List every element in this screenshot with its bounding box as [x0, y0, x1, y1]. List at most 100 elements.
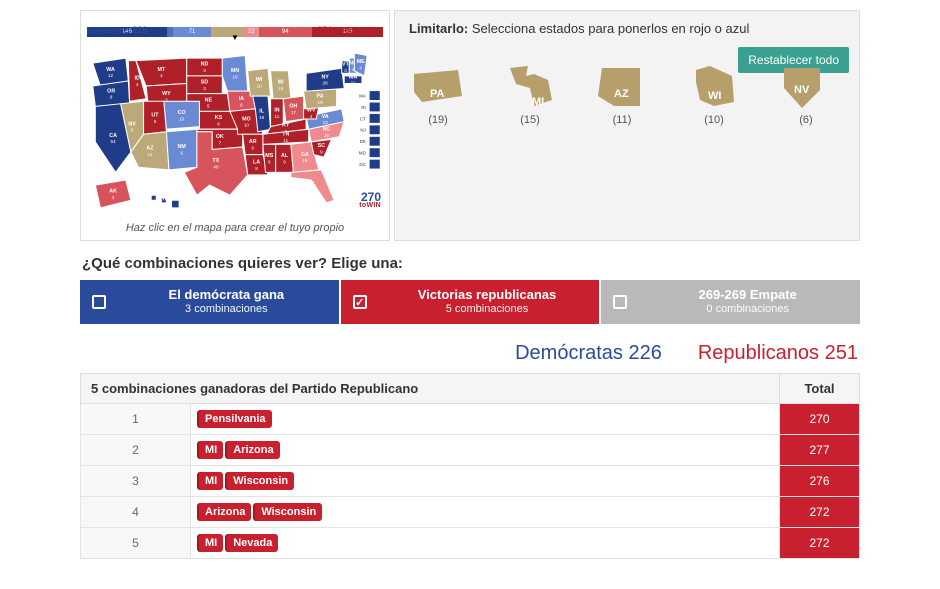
- svg-text:3: 3: [203, 86, 206, 91]
- table-row: 3MIWisconsin276: [81, 466, 860, 497]
- svg-text:10: 10: [179, 116, 185, 121]
- svg-text:6: 6: [217, 121, 220, 126]
- ev-bar-segment: 94: [259, 27, 312, 37]
- bar-label-rep: 251 Republicanos: [317, 25, 383, 35]
- svg-text:6: 6: [131, 128, 134, 133]
- map-state-mi[interactable]: MI15: [271, 71, 291, 99]
- tab-text: El demócrata gana3 combinaciones: [118, 287, 335, 317]
- map-sidebox-ma[interactable]: [370, 91, 380, 100]
- svg-text:54: 54: [111, 139, 117, 144]
- svg-text:SD: SD: [201, 79, 209, 85]
- svg-text:40: 40: [213, 165, 219, 170]
- map-state-sd[interactable]: SD3: [187, 76, 223, 94]
- svg-text:DE: DE: [360, 139, 366, 144]
- svg-text:ND: ND: [201, 62, 209, 68]
- limit-state-nv[interactable]: NV(6): [777, 66, 835, 126]
- map-state-nm[interactable]: NM5: [166, 129, 196, 170]
- tab-1[interactable]: Victorias republicanas5 combinaciones: [341, 280, 600, 324]
- tab-2[interactable]: 269-269 Empate0 combinaciones: [601, 280, 860, 324]
- svg-text:AR: AR: [249, 139, 257, 145]
- limit-state-mi[interactable]: MI(15): [501, 66, 559, 126]
- state-grid: PA (19) MI(15) AZ(11) WI(10) NV(6): [409, 66, 845, 126]
- svg-text:CT: CT: [360, 116, 366, 121]
- tab-sub: 0 combinaciones: [639, 303, 856, 317]
- map-panel: Demócratas 226 251 Republicanos ▼ 146712…: [80, 10, 390, 241]
- svg-text:OR: OR: [107, 88, 115, 94]
- svg-text:17: 17: [291, 110, 297, 115]
- map-state-mt[interactable]: MT4: [136, 58, 187, 86]
- map-state-ny[interactable]: NY28: [306, 68, 344, 91]
- state-abbr: WI: [708, 90, 721, 102]
- map-state-pa[interactable]: PA19: [304, 89, 337, 109]
- table-row: 2MIArizona277: [81, 435, 860, 466]
- map-state-oh[interactable]: OH17: [283, 96, 303, 121]
- map-sidebox-ri[interactable]: [370, 103, 380, 112]
- map-state-mn[interactable]: MN10: [222, 56, 247, 92]
- svg-text:3: 3: [112, 195, 115, 200]
- row-index: 1: [81, 404, 191, 435]
- row-index: 2: [81, 435, 191, 466]
- state-shape-icon: NV: [780, 66, 832, 108]
- tab-checkbox-icon: [92, 295, 106, 309]
- map-state-sc[interactable]: SC9: [311, 139, 331, 157]
- svg-text:MD: MD: [359, 151, 366, 156]
- svg-text:7: 7: [218, 140, 221, 145]
- svg-text:ME: ME: [357, 59, 365, 65]
- limit-state-az[interactable]: AZ(11): [593, 66, 651, 126]
- logo-sub: toWIN: [359, 203, 381, 210]
- limit-state-pa[interactable]: PA (19): [409, 66, 467, 126]
- svg-text:6: 6: [268, 159, 271, 164]
- svg-text:AK: AK: [109, 189, 117, 195]
- state-chip: MI: [199, 472, 223, 490]
- row-states: ArizonaWisconsin: [191, 497, 780, 528]
- top-row: Demócratas 226 251 Republicanos ▼ 146712…: [80, 10, 860, 241]
- map-sidebox-de[interactable]: [370, 137, 380, 146]
- limit-state-wi[interactable]: WI(10): [685, 66, 743, 126]
- ev-bar-segment: 71: [173, 27, 211, 37]
- svg-text:30: 30: [310, 187, 316, 192]
- tab-0[interactable]: El demócrata gana3 combinaciones: [80, 280, 339, 324]
- tab-checkbox-icon: [353, 295, 367, 309]
- tab-title: Victorias republicanas: [379, 287, 596, 303]
- score-rep-num: 251: [825, 342, 858, 364]
- svg-text:DC: DC: [359, 162, 366, 167]
- state-abbr: AZ: [614, 88, 629, 100]
- svg-text:MN: MN: [231, 68, 239, 74]
- svg-text:19: 19: [318, 100, 324, 105]
- map-state-fl[interactable]: FL30: [291, 170, 334, 203]
- svg-text:IN: IN: [274, 107, 279, 113]
- map-state-co[interactable]: CO10: [164, 101, 200, 129]
- state-shape-icon: PA: [412, 66, 464, 108]
- svg-text:MO: MO: [242, 116, 251, 122]
- svg-text:4: 4: [359, 66, 362, 71]
- svg-text:KS: KS: [215, 115, 223, 121]
- svg-text:28: 28: [323, 81, 329, 86]
- map-state-hi[interactable]: HI4: [151, 195, 179, 208]
- state-ev: (15): [501, 114, 559, 126]
- map-state-wi[interactable]: WI10: [248, 68, 271, 96]
- svg-text:CA: CA: [109, 133, 117, 139]
- map-state-ut[interactable]: UT6: [144, 101, 167, 134]
- map-sidebox-dc[interactable]: [370, 160, 380, 169]
- map-state-nd[interactable]: ND3: [187, 58, 223, 76]
- svg-text:HI: HI: [162, 196, 168, 202]
- state-ev: (19): [409, 114, 467, 126]
- question-heading: ¿Qué combinaciones quieres ver? Elige un…: [82, 255, 860, 272]
- table-header-main: 5 combinaciones ganadoras del Partido Re…: [81, 374, 780, 404]
- state-chip: Arizona: [227, 441, 279, 459]
- row-index: 3: [81, 466, 191, 497]
- map-state-ar[interactable]: AR6: [243, 134, 263, 154]
- map-state-or[interactable]: OR8: [93, 81, 130, 106]
- limit-panel: Limitarlo: Selecciona estados para poner…: [394, 10, 860, 241]
- map-state-ak[interactable]: AK3: [95, 180, 131, 208]
- map-state-ms[interactable]: MS6: [263, 144, 276, 172]
- map-sidebox-md[interactable]: [370, 148, 380, 157]
- map-sidebox-nj[interactable]: [370, 125, 380, 134]
- us-map[interactable]: WA12OR8CA54NV6ID4MT4WY3UT6CO10AZ11NM5ND3…: [87, 53, 383, 213]
- map-sidebox-ct[interactable]: [370, 114, 380, 123]
- svg-text:6: 6: [154, 119, 157, 124]
- svg-text:MS: MS: [265, 153, 273, 159]
- svg-text:ID: ID: [135, 76, 140, 82]
- svg-text:4: 4: [160, 73, 163, 78]
- map-state-ma[interactable]: MA11: [344, 74, 362, 85]
